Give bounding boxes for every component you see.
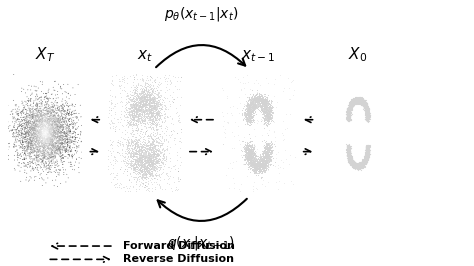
Text: $q(x_t|x_{t-1})$: $q(x_t|x_{t-1})$ [167, 234, 236, 252]
Text: $X_0$: $X_0$ [348, 45, 367, 64]
Text: $x_{t-1}$: $x_{t-1}$ [241, 48, 275, 64]
Text: $X_T$: $X_T$ [35, 45, 55, 64]
Text: $x_t$: $x_t$ [137, 48, 153, 64]
Text: Reverse Diffusion: Reverse Diffusion [123, 254, 234, 264]
Text: Forward Diffusion: Forward Diffusion [123, 241, 235, 251]
Text: $p_\theta(x_{t-1}|x_t)$: $p_\theta(x_{t-1}|x_t)$ [164, 5, 238, 23]
FancyArrowPatch shape [156, 45, 245, 67]
FancyArrowPatch shape [158, 199, 247, 221]
